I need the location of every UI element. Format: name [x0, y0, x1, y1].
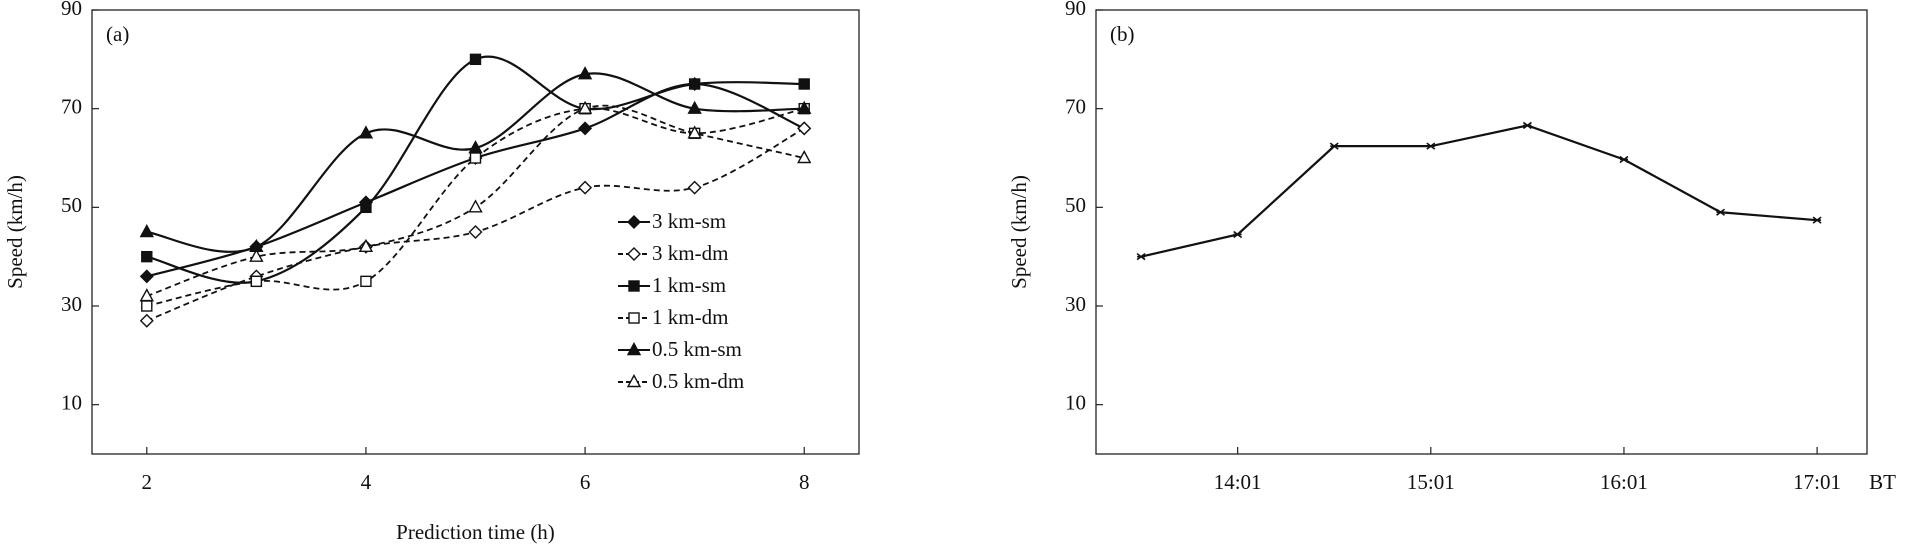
x-tick-label: 16:01: [1600, 470, 1648, 494]
marker: [1136, 253, 1146, 261]
marker: [687, 180, 702, 195]
marker: [1233, 230, 1243, 239]
y-tick-label: 30: [61, 292, 82, 316]
marker: [141, 300, 153, 312]
marker: [468, 140, 483, 154]
marker: [577, 100, 593, 114]
marker: [1716, 208, 1726, 216]
marker: [627, 215, 641, 229]
y-tick-label: 50: [61, 193, 82, 217]
legend-label: 3 km-sm: [652, 209, 726, 233]
marker: [249, 248, 264, 262]
marker: [360, 201, 372, 214]
y-tick-label: 50: [1065, 193, 1086, 217]
marker: [627, 247, 641, 261]
y-tick-label: 90: [1065, 0, 1086, 20]
y-tick-label: 10: [61, 390, 82, 414]
marker: [626, 374, 642, 388]
marker: [469, 53, 482, 66]
marker: [1426, 142, 1436, 150]
marker: [687, 100, 702, 114]
plot-frame: [91, 9, 860, 455]
y-tick-label: 10: [1065, 390, 1086, 414]
marker: [797, 150, 812, 164]
x-tick-label: 4: [361, 470, 372, 494]
marker: [577, 66, 593, 80]
x-tick-label: 6: [580, 470, 591, 494]
x-axis-label: Prediction time (h): [396, 520, 555, 544]
legend-label: 0.5 km-dm: [652, 369, 744, 393]
y-tick-label: 90: [61, 0, 82, 20]
x-tick-label: 2: [142, 470, 153, 494]
marker: [358, 125, 374, 139]
marker: [628, 312, 640, 324]
marker: [1522, 121, 1532, 130]
x-tick-label: 15:01: [1407, 470, 1455, 494]
y-axis-label: Speed (km/h): [3, 175, 27, 289]
marker: [358, 238, 374, 253]
marker: [1812, 216, 1822, 224]
marker: [578, 180, 593, 195]
x-axis-label: BT: [1869, 470, 1896, 494]
marker: [626, 342, 642, 356]
y-tick-label: 70: [1065, 94, 1086, 118]
marker: [139, 269, 154, 284]
marker: [468, 199, 483, 213]
marker: [798, 78, 810, 90]
legend-label: 1 km-dm: [652, 305, 728, 329]
marker: [360, 275, 372, 288]
marker: [578, 121, 593, 136]
x-tick-label: 17:01: [1793, 470, 1841, 494]
x-tick-label: 8: [799, 470, 810, 494]
marker: [469, 152, 482, 164]
y-tick-label: 30: [1065, 292, 1086, 316]
marker: [468, 225, 483, 239]
marker: [139, 288, 154, 302]
y-tick-label: 70: [61, 94, 82, 118]
plot-frame: [1095, 9, 1868, 455]
y-axis-label: Speed (km/h): [1007, 175, 1031, 289]
legend-label: 0.5 km-sm: [652, 337, 742, 361]
legend-label: 3 km-dm: [652, 241, 728, 265]
marker: [688, 78, 701, 90]
x-tick-label: 14:01: [1214, 470, 1262, 494]
marker: [797, 100, 812, 114]
panel-label: (a): [106, 22, 129, 46]
marker: [1329, 142, 1339, 150]
legend-label: 1 km-sm: [652, 273, 726, 297]
marker: [141, 250, 153, 263]
marker: [1619, 155, 1629, 164]
marker: [139, 313, 154, 328]
marker: [139, 224, 154, 238]
marker: [250, 275, 263, 288]
marker: [628, 280, 640, 292]
panel-label: (b): [1110, 22, 1135, 46]
marker: [687, 125, 702, 139]
marker: [797, 121, 812, 136]
series-line: [1140, 124, 1818, 258]
